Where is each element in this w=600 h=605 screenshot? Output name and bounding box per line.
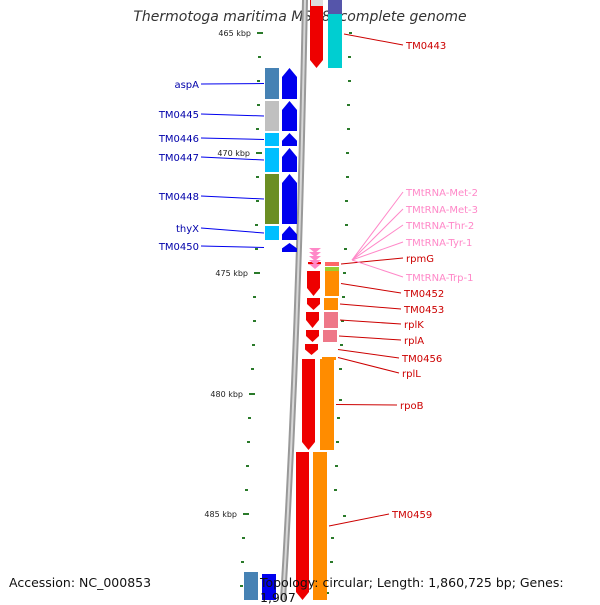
rna-gene-label[interactable]: TMtRNA-Trp-1 <box>405 273 473 284</box>
forward-gene-arrow[interactable] <box>282 226 297 240</box>
genome-backbone-highlight <box>282 0 306 600</box>
genome-title: Thermotoga maritima MSB8, complete genom… <box>133 9 467 25</box>
rna-gene-arrow[interactable] <box>309 248 321 253</box>
cog-category-box <box>313 452 327 600</box>
cog-category-box <box>324 298 338 310</box>
accession-text: Accession: NC_000853 <box>9 575 152 590</box>
forward-gene-label[interactable]: aspA <box>174 80 199 91</box>
forward-gene-arrow[interactable] <box>282 148 297 172</box>
reverse-gene-label[interactable]: rpmG <box>406 254 434 265</box>
scale-tick-label: 480 kbp <box>210 390 243 399</box>
genome-summary-text: Topology: circular; Length: 1,860,725 bp… <box>260 575 564 605</box>
reverse-gene-label[interactable]: TM0459 <box>391 510 432 521</box>
gene-label-leader <box>351 241 404 261</box>
reverse-gene-label[interactable]: TM0453 <box>403 305 444 316</box>
reverse-gene-label[interactable]: rplA <box>404 336 424 347</box>
gene-label-leader <box>200 245 265 248</box>
cog-category-box <box>320 359 334 450</box>
scale-tick-label: 465 kbp <box>218 29 251 38</box>
reverse-gene-arrow[interactable] <box>307 271 320 296</box>
forward-gene-label[interactable]: TM0450 <box>158 242 199 253</box>
reverse-gene-arrow[interactable] <box>307 298 320 310</box>
gene-label-leader <box>340 283 402 294</box>
forward-gene-arrow[interactable] <box>282 101 297 131</box>
forward-gene-label[interactable]: thyX <box>176 224 199 235</box>
gene-label-leader <box>351 224 404 261</box>
cog-category-box <box>322 357 336 360</box>
gene-label-leader <box>338 335 402 341</box>
scale-tick-label: 475 kbp <box>215 269 248 278</box>
forward-gene-arrow[interactable] <box>262 574 276 600</box>
gene-label-leader <box>351 259 404 278</box>
cog-category-box <box>328 0 342 68</box>
rna-gene-label[interactable]: TMtRNA-Met-2 <box>405 188 478 199</box>
forward-gene-label[interactable]: TM0445 <box>158 110 199 121</box>
gene-label-leader <box>200 137 265 140</box>
cog-category-box <box>328 0 342 14</box>
cog-category-box <box>324 312 338 328</box>
cog-category-box <box>265 226 279 240</box>
gene-label-leader <box>200 195 265 200</box>
cog-category-box <box>325 262 339 266</box>
gene-label-leader <box>328 513 390 527</box>
rna-gene-label[interactable]: TMtRNA-Met-3 <box>405 205 478 216</box>
gene-label-leader <box>351 208 404 261</box>
forward-gene-arrow[interactable] <box>282 68 297 99</box>
cog-category-box <box>265 68 279 99</box>
rna-gene-arrow[interactable] <box>309 252 321 257</box>
forward-gene-label[interactable]: TM0446 <box>158 134 199 145</box>
forward-gene-arrow[interactable] <box>282 243 297 252</box>
cog-category-box <box>265 101 279 131</box>
rna-gene-arrow[interactable] <box>309 256 321 261</box>
reverse-gene-arrow[interactable] <box>302 359 315 450</box>
rna-gene-label[interactable]: TMtRNA-Thr-2 <box>405 221 474 232</box>
cog-category-box <box>265 174 279 224</box>
reverse-gene-arrow[interactable] <box>306 312 319 328</box>
reverse-gene-label[interactable]: rpoB <box>400 401 424 412</box>
gene-label-leader <box>351 191 404 261</box>
rna-gene-label[interactable]: TMtRNA-Tyr-1 <box>405 238 472 249</box>
cog-category-box <box>265 133 279 146</box>
cog-category-box <box>325 267 339 271</box>
reverse-gene-label[interactable]: rplK <box>404 320 424 331</box>
cog-category-box <box>323 330 337 342</box>
gene-label-leader <box>335 404 398 406</box>
gene-label-leader <box>337 349 400 359</box>
rna-gene-arrow[interactable] <box>309 264 321 269</box>
gene-label-leader <box>337 357 400 374</box>
forward-gene-arrow[interactable] <box>282 133 297 146</box>
reverse-gene-label[interactable]: rplL <box>402 369 421 380</box>
cog-category-box <box>325 271 339 296</box>
gene-label-leader <box>340 257 404 265</box>
gene-label-leader <box>200 83 265 85</box>
scale-tick-label: 470 kbp <box>217 149 250 158</box>
gene-label-leader <box>200 113 265 117</box>
reverse-gene-arrow[interactable] <box>296 452 309 600</box>
reverse-gene-arrow[interactable] <box>305 344 318 355</box>
gene-label-leader <box>200 156 265 161</box>
gene-label-leader <box>200 227 265 234</box>
reverse-gene-label[interactable]: TM0452 <box>403 289 444 300</box>
forward-gene-label[interactable]: TM0448 <box>158 192 199 203</box>
reverse-gene-arrow[interactable] <box>310 0 323 68</box>
rna-gene-arrow[interactable] <box>309 260 321 265</box>
cog-category-box <box>265 148 279 172</box>
reverse-gene-arrow[interactable] <box>306 330 319 342</box>
gene-label-leader <box>339 303 402 310</box>
gene-label-leader <box>343 33 404 46</box>
cog-category-box <box>244 572 258 600</box>
reverse-gene-label[interactable]: TM0456 <box>401 354 442 365</box>
scale-tick-label: 485 kbp <box>204 510 237 519</box>
cog-category-box <box>311 0 323 6</box>
forward-gene-label[interactable]: TM0447 <box>158 153 199 164</box>
reverse-gene-label[interactable]: TM0443 <box>405 41 446 52</box>
gene-label-leader <box>339 319 402 325</box>
forward-gene-arrow[interactable] <box>282 174 297 224</box>
